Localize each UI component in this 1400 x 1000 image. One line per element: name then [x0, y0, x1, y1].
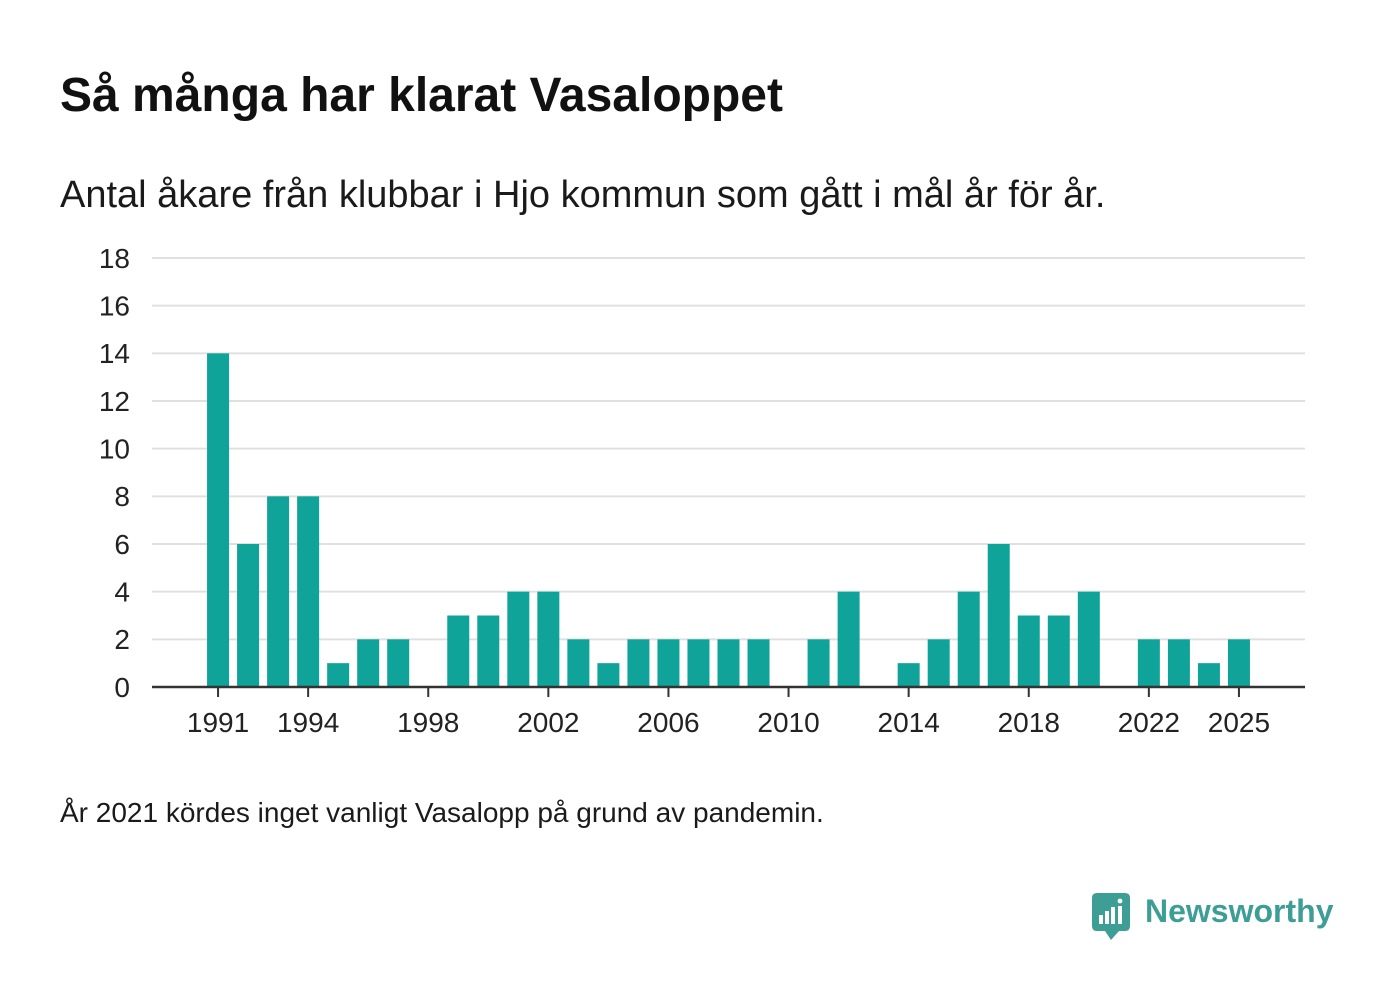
x-axis-labels: 1991 1994 1998 2002 2006 2010 2014 2018 2022 2025: [187, 707, 1270, 738]
brand-name: Newsworthy: [1145, 893, 1334, 929]
bar-2009: [747, 639, 770, 687]
bar-2004: [597, 663, 620, 687]
bar-2018: [1017, 615, 1040, 687]
y-tick-label-18: 18: [99, 243, 130, 274]
bar-2023: [1167, 639, 1190, 687]
x-tick-label-1998: 1998: [397, 707, 459, 738]
x-tick-label-1991: 1991: [187, 707, 249, 738]
bar-2017: [987, 544, 1010, 687]
bar-2007: [687, 639, 710, 687]
x-tick-label-2002: 2002: [517, 707, 579, 738]
y-tick-label-2: 2: [114, 624, 130, 655]
bar-2012: [837, 591, 860, 687]
bar-2025: [1227, 639, 1250, 687]
bar-1997: [387, 639, 410, 687]
y-tick-label-6: 6: [114, 529, 130, 560]
footnote: År 2021 kördes inget vanligt Vasalopp på…: [60, 797, 824, 828]
chart-subtitle: Antal åkare från klubbar i Hjo kommun so…: [60, 174, 1106, 216]
bar-1993: [267, 496, 290, 687]
bar-1991: [207, 353, 230, 687]
y-axis-labels: 0 2 4 6 8 10 12 14 16 18: [99, 243, 130, 703]
bar-2005: [627, 639, 650, 687]
x-axis: [152, 685, 1305, 697]
bar-2022: [1137, 639, 1160, 687]
y-tick-label-10: 10: [99, 433, 130, 464]
bar-2008: [717, 639, 740, 687]
bar-1995: [327, 663, 350, 687]
bar-1994: [297, 496, 320, 687]
x-tick-label-2022: 2022: [1118, 707, 1180, 738]
bar-1996: [357, 639, 380, 687]
bar-2024: [1197, 663, 1220, 687]
bar-1992: [237, 544, 260, 687]
y-tick-label-0: 0: [114, 672, 130, 703]
bar-2001: [507, 591, 530, 687]
bar-2019: [1047, 615, 1070, 687]
newsworthy-logo-icon: [1092, 893, 1130, 940]
bars: [207, 353, 1250, 687]
x-tick-label-2014: 2014: [878, 707, 940, 738]
bar-2020: [1077, 591, 1100, 687]
bar-2003: [567, 639, 590, 687]
grid-lines: [152, 257, 1305, 688]
x-tick-label-2025: 2025: [1208, 707, 1270, 738]
y-tick-label-8: 8: [114, 481, 130, 512]
bar-2016: [957, 591, 980, 687]
x-tick-label-2010: 2010: [757, 707, 819, 738]
y-tick-label-16: 16: [99, 290, 130, 321]
bar-2006: [657, 639, 680, 687]
bar-2015: [927, 639, 950, 687]
y-tick-label-14: 14: [99, 338, 130, 369]
x-tick-label-2018: 2018: [998, 707, 1060, 738]
bar-chart: 0 2 4 6 8 10 12 14 16 18 1991 1994 1998 2002 2006 2010…: [99, 243, 1305, 738]
y-tick-label-4: 4: [114, 576, 130, 607]
chart-title: Så många har klarat Vasaloppet: [60, 69, 783, 122]
x-tick-label-2006: 2006: [637, 707, 699, 738]
bar-2000: [477, 615, 500, 687]
y-tick-label-12: 12: [99, 386, 130, 417]
bar-1999: [447, 615, 470, 687]
bar-2002: [537, 591, 560, 687]
bar-2011: [807, 639, 830, 687]
bar-2014: [897, 663, 920, 687]
x-tick-label-1994: 1994: [277, 707, 339, 738]
